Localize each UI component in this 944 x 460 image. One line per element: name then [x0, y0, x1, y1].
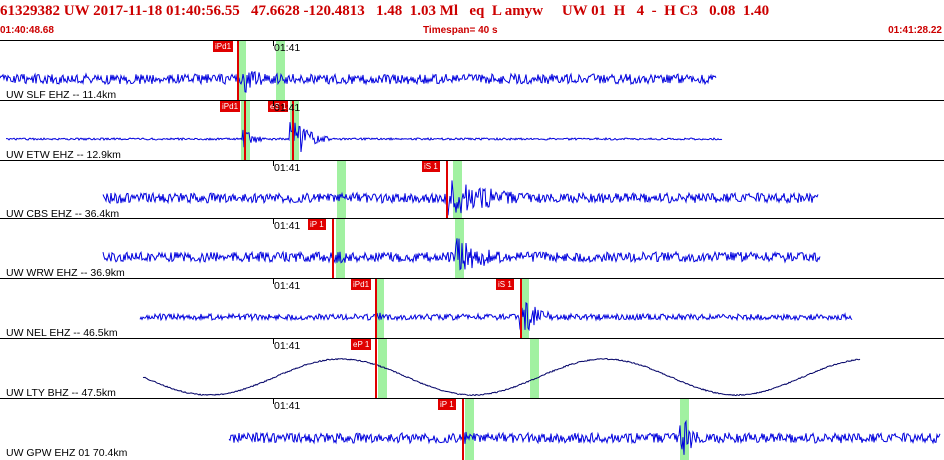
trace-panel[interactable]: iP 1 01:41 UW GPW EHZ 01 70.4km [0, 398, 944, 460]
travel-time-window [378, 339, 387, 399]
phase-pick-label[interactable]: eP 1 [351, 339, 372, 350]
waveform-path [102, 238, 821, 271]
start-time: 01:40:48.68 [0, 25, 54, 36]
station-label: UW WRW EHZ -- 36.9km [6, 267, 125, 279]
station-label: UW NEL EHZ -- 46.5km [6, 327, 118, 339]
origin-date: 2017-11-18 [93, 3, 163, 19]
phase-pick-label[interactable]: iPd1 [351, 279, 372, 290]
travel-time-window [453, 161, 462, 219]
time-mark: 01:41 [274, 400, 301, 412]
quality: H C3 [664, 3, 698, 19]
waveform-path [6, 122, 723, 153]
trace-panel[interactable]: iPd1 eS 1 01:41 UW ETW EHZ -- 12.9km [0, 100, 944, 161]
time-mark: 01:41 [274, 42, 301, 54]
phase-pick-line[interactable] [244, 101, 246, 161]
trace-panel[interactable]: iPd1 01:41 UW SLF EHZ -- 11.4km [0, 40, 944, 101]
waveform [142, 357, 861, 397]
travel-time-window [520, 279, 529, 339]
phase-pick-line[interactable] [375, 279, 377, 339]
time-tick [273, 219, 274, 224]
phase-pick-label[interactable]: iP 1 [308, 219, 326, 230]
time-tick [273, 101, 274, 106]
magnitude-type: Ml [439, 3, 459, 19]
event-summary-line: 61329382 UW 2017-11-18 01:40:56.55 47.66… [0, 0, 769, 22]
travel-time-window [375, 279, 384, 339]
station-label: UW SLF EHZ -- 11.4km [6, 89, 117, 101]
depth: 1.48 [375, 3, 403, 19]
solution-flag: H [613, 3, 626, 19]
phase-pick-label[interactable]: iPd1 [220, 101, 241, 112]
phase-pick-label[interactable]: iS 1 [496, 279, 514, 290]
time-mark: 01:41 [274, 162, 301, 174]
travel-time-window [337, 161, 346, 219]
station-label: UW CBS EHZ -- 36.4km [6, 208, 120, 220]
agency: UW [561, 3, 588, 19]
travel-time-window [336, 219, 345, 279]
waveform-path [139, 301, 853, 333]
network-code: UW [63, 3, 90, 19]
phase-pick-label[interactable]: iPd1 [213, 41, 234, 52]
trace-panel[interactable]: eP 1 01:41 UW LTY BHZ -- 47.5km [0, 338, 944, 399]
travel-time-window [237, 41, 246, 101]
erh: 1.40 [742, 3, 770, 19]
waveform-path [142, 357, 861, 397]
phase-pick-line[interactable] [446, 161, 448, 219]
phase-count: 4 [636, 3, 645, 19]
station-label: UW ETW EHZ -- 12.9km [6, 149, 121, 161]
phase-pick-line[interactable] [375, 339, 377, 399]
station-label: UW GPW EHZ 01 70.4km [6, 447, 128, 459]
phase-pick-label[interactable]: iP 1 [438, 399, 456, 410]
time-mark: 01:41 [274, 280, 301, 292]
trace-panel[interactable]: iPd1 iS 1 01:41 UW NEL EHZ -- 46.5km [0, 278, 944, 339]
time-mark: 01:41 [274, 102, 301, 114]
waveform-path [0, 71, 717, 93]
event-id: 61329382 [0, 3, 60, 19]
phase-pick-label[interactable]: iS 1 [422, 161, 440, 172]
time-tick [273, 279, 274, 284]
phase-pick-line[interactable] [237, 41, 239, 101]
phase-pick-line[interactable] [462, 399, 464, 460]
phase-pick-label[interactable]: eS 1 [268, 101, 289, 112]
latitude: 47.6628 [250, 3, 300, 19]
waveform-path [228, 419, 941, 455]
event-header: 61329382 UW 2017-11-18 01:40:56.55 47.66… [0, 0, 944, 40]
travel-time-window [276, 41, 285, 101]
review-flag: L [491, 3, 501, 19]
timespan: Timespan= 40 s [423, 25, 498, 36]
time-tick [273, 339, 274, 344]
station-label: UW LTY BHZ -- 47.5km [6, 387, 116, 399]
phase-pick-line[interactable] [520, 279, 522, 339]
time-mark: 01:41 [274, 220, 301, 232]
waveform [102, 180, 819, 216]
trace-panel[interactable]: iP 1 01:41 UW WRW EHZ -- 36.9km [0, 218, 944, 279]
longitude: -120.4813 [303, 3, 365, 19]
time-tick [273, 41, 274, 46]
waveform [6, 122, 723, 153]
version: 01 [591, 3, 607, 19]
waveform [0, 71, 717, 93]
time-tick [273, 399, 274, 404]
event-type: eq [469, 3, 485, 19]
phase-pick-line[interactable] [332, 219, 334, 279]
trace-panel[interactable]: iS 1 01:41 UW CBS EHZ -- 36.4km [0, 160, 944, 220]
waveform [102, 238, 821, 271]
waveform-path [102, 180, 819, 216]
travel-time-window [530, 339, 539, 399]
end-time: 01:41:28.22 [888, 25, 942, 36]
waveform [139, 301, 853, 333]
waveform [228, 419, 941, 455]
time-tick [273, 161, 274, 166]
dash: - [651, 3, 657, 19]
phase-pick-line[interactable] [292, 101, 294, 161]
analyst: amyw [504, 3, 544, 19]
magnitude: 1.03 [409, 3, 436, 19]
origin-time: 01:40:56.55 [165, 3, 240, 19]
travel-time-window [465, 399, 474, 460]
time-mark: 01:41 [274, 340, 301, 352]
rms: 0.08 [709, 3, 736, 19]
